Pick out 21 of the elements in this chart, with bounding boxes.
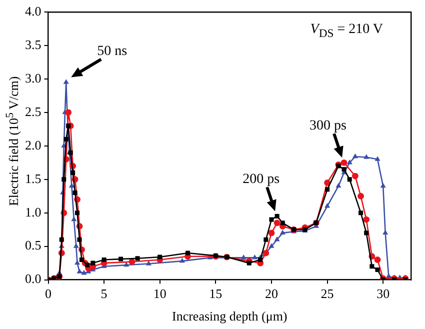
x-tick-label: 20	[264, 286, 278, 302]
x-tick-label: 15	[209, 286, 222, 302]
annotation: 200 ps	[242, 172, 280, 187]
x-tick-label: 5	[100, 286, 108, 302]
x-tick-label: 30	[376, 286, 390, 302]
annotation: 300 ps	[310, 118, 347, 134]
annotation: V$_{DS}$ = 210 V	[310, 22, 383, 40]
x-tick-label: 25	[320, 286, 334, 302]
x-tick-label: 0	[45, 286, 52, 302]
y-tick-label: 0.0	[25, 271, 42, 286]
y-tick-label: 3.0	[25, 70, 42, 86]
y-tick-label: 4.0	[25, 3, 42, 18]
y-tick-label: 1.0	[25, 204, 42, 220]
x-tick-label: 10	[153, 286, 166, 302]
x-axis-title: Increasing depth (μm)	[172, 308, 288, 324]
y-tick-label: 0.5	[25, 238, 42, 253]
y-tick-label: 1.5	[25, 170, 42, 186]
y-tick-label: 3.5	[25, 36, 42, 52]
y-tick-label: 2.5	[25, 104, 42, 119]
y-tick-label: 2.0	[25, 137, 42, 152]
annotation: 50 ns	[97, 44, 128, 59]
